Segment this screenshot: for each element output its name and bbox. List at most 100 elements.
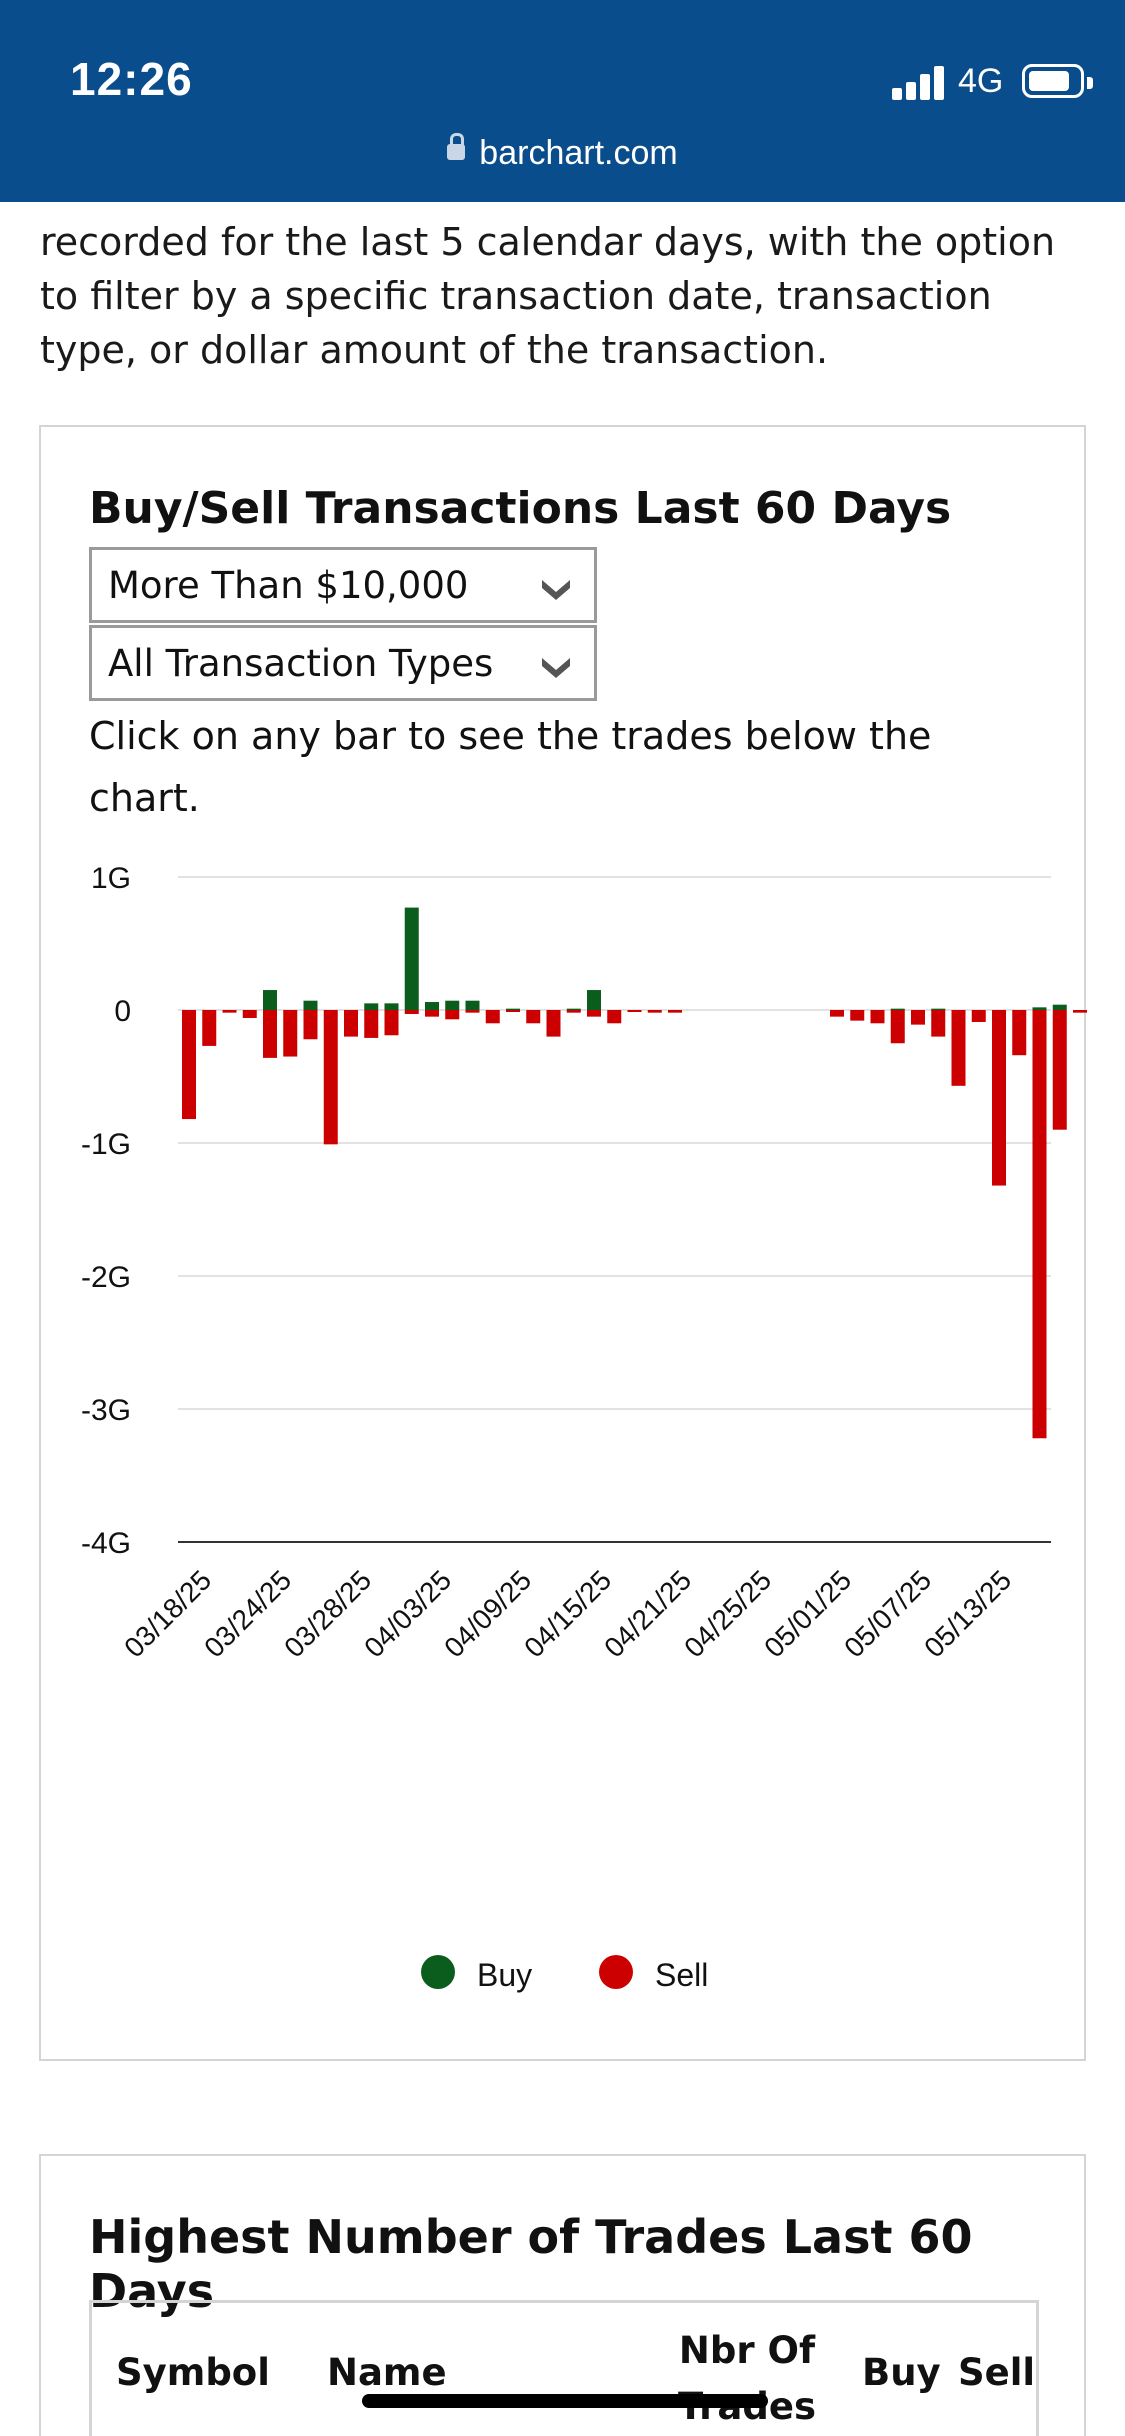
sell-bar	[647, 1010, 662, 1013]
x-tick-label: 03/18/25	[118, 1564, 217, 1663]
amount-filter-value: More Than $10,000	[108, 564, 469, 607]
x-tick-label: 04/03/25	[358, 1564, 457, 1663]
home-indicator	[362, 2394, 768, 2408]
x-tick-label: 03/28/25	[278, 1564, 377, 1663]
x-tick-label: 05/01/25	[758, 1564, 857, 1663]
column-header-symbol[interactable]: Symbol	[116, 2351, 270, 2394]
y-tick-label: -3G	[81, 1394, 131, 1427]
sell-bar	[384, 1010, 399, 1036]
type-filter-value: All Transaction Types	[108, 642, 494, 685]
sell-bar	[992, 1010, 1006, 1186]
battery-icon	[1022, 64, 1093, 98]
buy-sell-chart[interactable]: 1G0-1G-2G-3G-4G03/18/2503/24/2503/28/250…	[41, 867, 1088, 1947]
legend-buy-dot	[421, 1955, 455, 1989]
sell-bar	[890, 1010, 905, 1044]
sell-bar	[971, 1010, 986, 1022]
sell-bar	[1073, 1010, 1087, 1013]
y-tick-label: 0	[114, 995, 131, 1028]
clock: 12:26	[70, 53, 193, 105]
cellular-signal-icon	[892, 64, 944, 100]
chevron-down-icon	[542, 580, 570, 600]
x-tick-label: 04/21/25	[598, 1564, 697, 1663]
buy-bar	[587, 990, 601, 1010]
sell-bar	[1032, 1010, 1047, 1439]
sell-bar	[465, 1010, 480, 1013]
sell-bar	[425, 1010, 439, 1017]
sell-bar	[850, 1010, 865, 1021]
y-tick-label: -1G	[81, 1128, 131, 1161]
legend-buy-label: Buy	[477, 1957, 533, 1993]
buy-bar	[566, 1008, 581, 1011]
sell-bar	[931, 1010, 946, 1037]
column-header-buy[interactable]: Buy	[862, 2351, 941, 2394]
type-filter-select[interactable]: All Transaction Types	[89, 625, 597, 701]
buy-bar	[465, 1000, 480, 1010]
x-tick-label: 03/24/25	[198, 1564, 297, 1663]
sell-bar	[951, 1010, 966, 1086]
sell-bar	[870, 1010, 885, 1024]
x-tick-label: 04/15/25	[518, 1564, 617, 1663]
buy-bar	[364, 1003, 379, 1010]
sell-bar	[344, 1010, 358, 1037]
sell-bar	[182, 1010, 196, 1120]
sell-bar	[668, 1010, 682, 1013]
top-trades-title: Highest Number of Trades Last 60 Days	[89, 2210, 973, 2318]
sell-bar	[546, 1010, 561, 1037]
buy-bar	[506, 1008, 520, 1011]
address-bar[interactable]: barchart.com	[0, 133, 1125, 173]
chevron-down-icon	[542, 658, 570, 678]
sell-bar	[283, 1010, 298, 1057]
buy-bar	[263, 990, 277, 1010]
y-tick-label: 1G	[91, 867, 131, 895]
sell-bar	[607, 1010, 622, 1024]
sell-bar	[830, 1010, 844, 1017]
sell-bar	[445, 1010, 460, 1020]
buy-bar	[303, 1000, 318, 1010]
network-type: 4G	[958, 62, 1004, 100]
sell-bar	[202, 1010, 217, 1046]
intro-paragraph: recorded for the last 5 calendar days, w…	[40, 220, 1056, 372]
legend-sell-dot	[599, 1955, 633, 1989]
top-trades-table: Symbol Name Nbr Of Trades Buy Sell	[89, 2300, 1039, 2436]
column-header-name[interactable]: Name	[327, 2351, 447, 2394]
sell-bar	[404, 1010, 419, 1014]
buy-bar	[890, 1008, 905, 1011]
sell-bar	[364, 1010, 379, 1038]
buy-bar	[384, 1003, 399, 1010]
sell-bar	[242, 1010, 257, 1018]
url-text: barchart.com	[479, 134, 678, 172]
buy-bar	[445, 1000, 460, 1010]
status-bar: 12:26 4G barchart.com	[0, 0, 1125, 202]
amount-filter-select[interactable]: More Than $10,000	[89, 547, 597, 623]
sell-bar	[506, 1010, 520, 1012]
sell-bar	[1012, 1010, 1027, 1056]
buy-bar	[404, 907, 419, 1010]
x-tick-label: 05/13/25	[918, 1564, 1017, 1663]
sell-bar	[911, 1010, 925, 1025]
buy-bar	[425, 1002, 439, 1010]
sell-bar	[485, 1010, 500, 1024]
buy-sell-panel: Buy/Sell Transactions Last 60 Days More …	[39, 425, 1088, 2061]
column-header-sell[interactable]: Sell	[958, 2351, 1036, 2394]
x-tick-label: 05/07/25	[838, 1564, 937, 1663]
buy-bar	[1052, 1004, 1067, 1010]
sell-bar	[566, 1010, 581, 1013]
chart-hint: Click on any bar to see the trades below…	[89, 714, 932, 820]
x-tick-label: 04/09/25	[438, 1564, 537, 1663]
column-header-trades[interactable]: Nbr Of Trades	[678, 2329, 816, 2428]
y-tick-label: -2G	[81, 1261, 131, 1294]
sell-bar	[1052, 1010, 1067, 1130]
sell-bar	[323, 1010, 338, 1145]
panel-title: Buy/Sell Transactions Last 60 Days	[89, 483, 952, 534]
lock-icon	[447, 133, 466, 161]
y-tick-label: -4G	[81, 1527, 131, 1560]
sell-bar	[627, 1010, 642, 1012]
sell-bar	[526, 1010, 541, 1024]
sell-bar	[303, 1010, 318, 1040]
sell-bar	[263, 1010, 277, 1058]
buy-bar	[931, 1008, 946, 1011]
buy-bar	[1032, 1007, 1047, 1010]
legend-sell-label: Sell	[655, 1957, 709, 1993]
x-tick-label: 04/25/25	[678, 1564, 777, 1663]
sell-bar	[587, 1010, 601, 1017]
